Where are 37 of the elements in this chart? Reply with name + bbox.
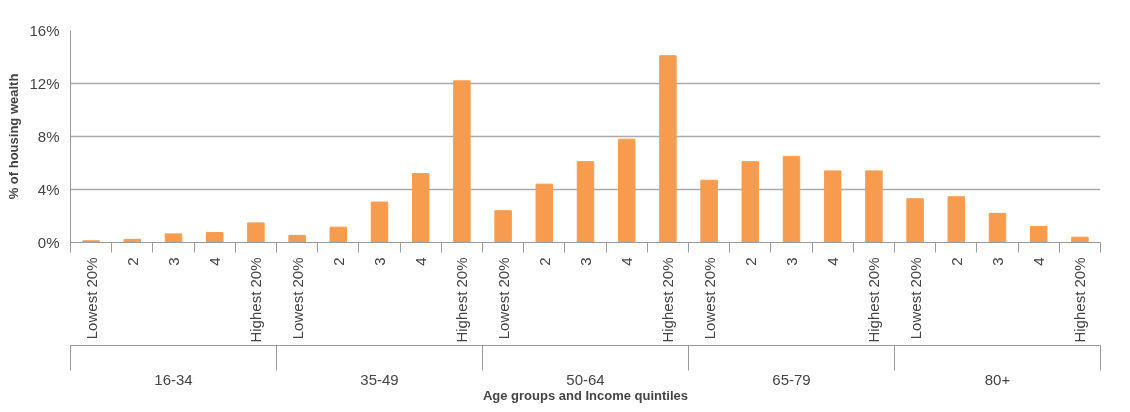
x-tick-label: 2 <box>535 257 553 266</box>
text: 35-49 <box>360 370 399 388</box>
x-tick-label: 3 <box>371 257 388 266</box>
y-tick-label: 0% <box>37 234 60 251</box>
x-tick-label: 4 <box>206 257 224 266</box>
x-tick-label: Lowest 20% <box>288 257 306 340</box>
x-tick-label: 2 <box>123 257 141 266</box>
x-tick-label: Lowest 20% <box>906 257 924 340</box>
x-tick-label: Lowest 20% <box>494 257 512 340</box>
x-tick-label: 2 <box>329 257 347 266</box>
x-tick-label: 4 <box>824 257 842 266</box>
text: 80+ <box>984 370 1011 388</box>
x-tick-label: 3 <box>783 257 800 266</box>
x-axis-title: Age groups and Income quintiles <box>482 387 689 403</box>
x-tick-label: 2 <box>741 257 759 266</box>
text: 16-34 <box>154 370 193 388</box>
x-tick-label: Highest 20% <box>247 257 265 343</box>
y-tick-label: 4% <box>37 181 60 198</box>
x-tick-label: Highest 20% <box>1071 257 1089 343</box>
y-tick-label: 8% <box>37 128 60 145</box>
text: 50-64 <box>566 370 605 388</box>
y-tick-label: 16% <box>29 22 60 39</box>
y-axis-title: % of housing wealth <box>6 73 22 200</box>
x-tick-label: 4 <box>618 257 636 266</box>
text: 65-79 <box>772 370 811 388</box>
x-tick-label: Highest 20% <box>659 257 677 343</box>
x-tick-label: Lowest 20% <box>82 257 100 340</box>
x-tick-label: 2 <box>947 257 965 266</box>
x-tick-label: 3 <box>989 257 1006 266</box>
x-tick-label: Highest 20% <box>453 257 471 343</box>
y-tick-label: 12% <box>29 75 60 92</box>
x-tick-label: Lowest 20% <box>700 257 718 340</box>
x-tick-label: 3 <box>577 257 594 266</box>
x-tick-label: 4 <box>1030 257 1048 266</box>
x-tick-label: Highest 20% <box>865 257 883 343</box>
x-tick-label: 4 <box>412 257 430 266</box>
x-tick-label: 3 <box>165 257 182 266</box>
